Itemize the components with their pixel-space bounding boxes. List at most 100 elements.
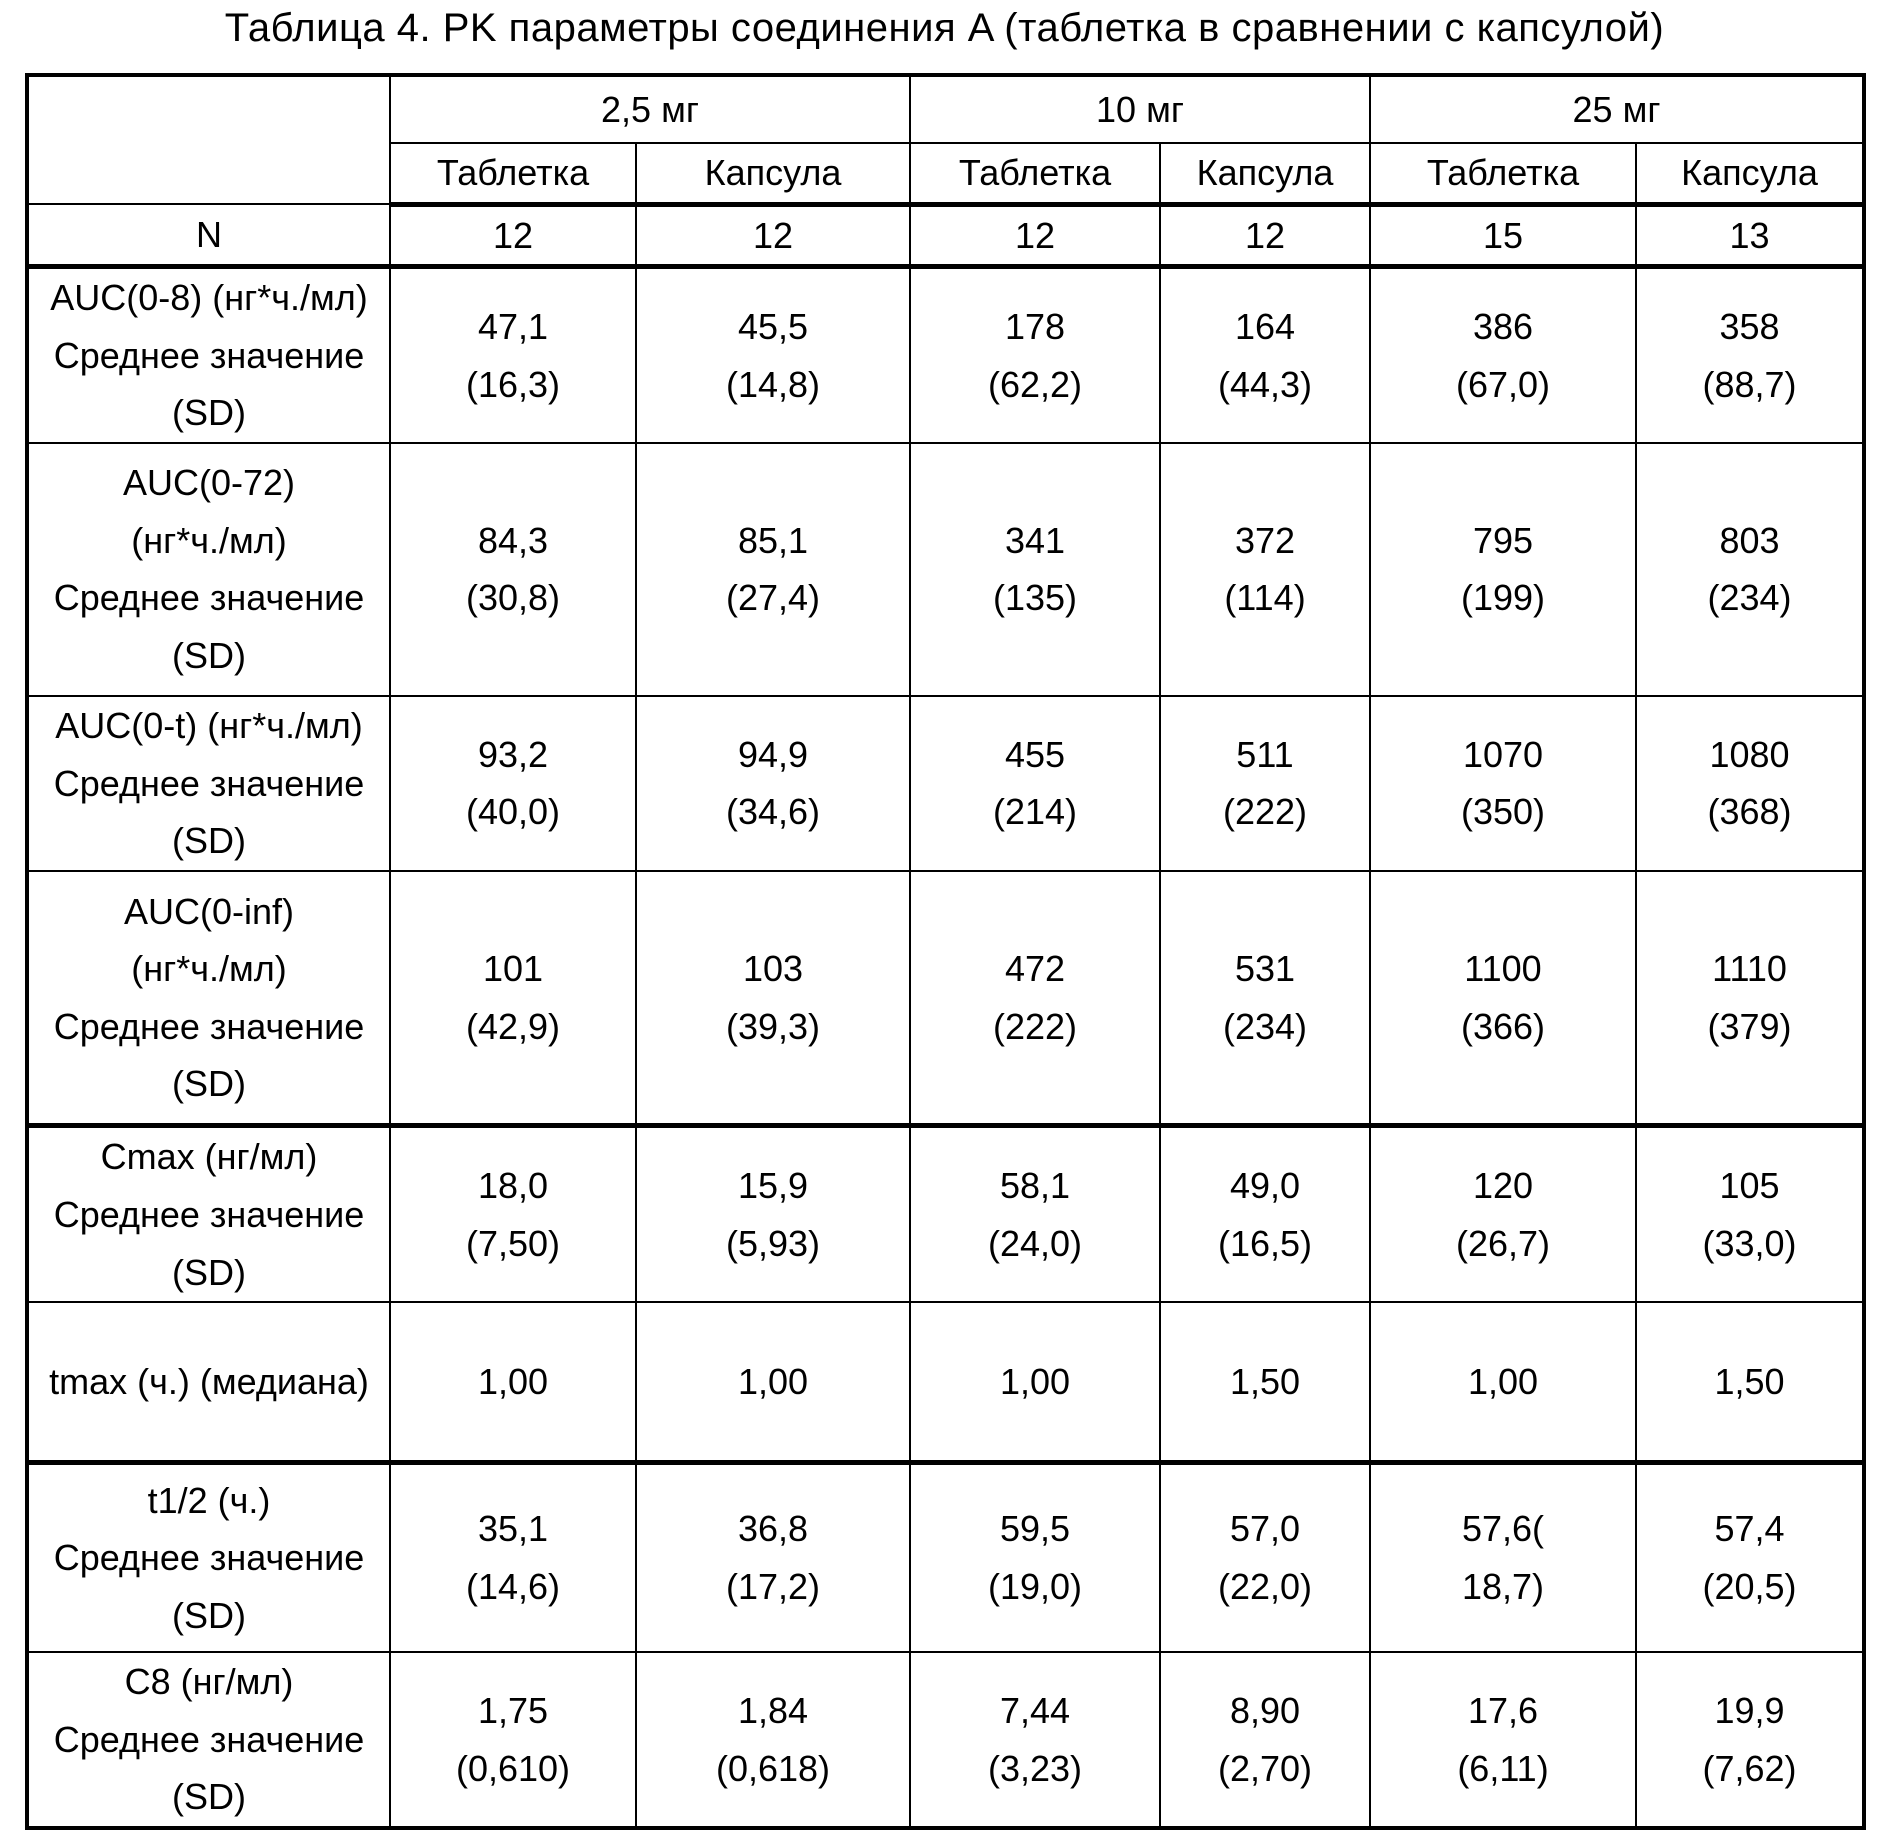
- row-label: AUC(0-8) (нг*ч./мл) Среднее значение (SD): [26, 265, 391, 444]
- row-label-line: tmax (ч.) (медиана): [49, 1360, 369, 1402]
- value-line: (135): [992, 577, 1078, 619]
- value-cell: 17,6 (6,11): [1369, 1651, 1637, 1830]
- page-title: Таблица 4. PK параметры соединения A (та…: [224, 6, 1665, 50]
- value-line: 1,00: [477, 1360, 549, 1402]
- value-line: 358: [1719, 305, 1780, 347]
- row-label-line: Среднее значение: [53, 577, 365, 619]
- value-line: 531: [1234, 948, 1296, 990]
- value-line: 1100: [1464, 948, 1542, 990]
- value-cell: 8,90 (2,70): [1159, 1651, 1371, 1830]
- value-line: 47,1: [477, 305, 549, 347]
- row-label-line: (SD): [172, 820, 246, 862]
- row-label-line: N: [196, 213, 222, 255]
- value-line: 1,00: [1467, 1360, 1539, 1402]
- value-line: 18,0: [477, 1165, 549, 1207]
- value-cell: 795 (199): [1369, 441, 1637, 697]
- value-line: 13: [1729, 214, 1770, 256]
- value-line: 1,84: [737, 1690, 809, 1732]
- value-cell: 803 (234): [1635, 441, 1865, 697]
- value-cell: 49,0 (16,5): [1159, 1124, 1371, 1304]
- value-line: (88,7): [1702, 363, 1797, 405]
- row-label-line: Среднее значение: [53, 1194, 365, 1236]
- form-header: Капсула: [635, 141, 911, 207]
- value-cell: 47,1 (16,3): [389, 265, 637, 444]
- value-cell: 1,00: [909, 1301, 1161, 1465]
- table-row: AUC(0-72) (нг*ч./мл) Среднее значение (SD) 8…: [26, 441, 1865, 697]
- value-line: (0,610): [455, 1747, 571, 1789]
- value-line: 101: [482, 948, 544, 990]
- value-cell: 1080 (368): [1635, 694, 1865, 872]
- row-label-line: (SD): [172, 635, 246, 677]
- row-label-line: Среднее значение: [53, 1537, 365, 1579]
- value-line: (33,0): [1702, 1222, 1797, 1264]
- dose-group-header: 10 мг: [909, 74, 1371, 144]
- value-line: (379): [1707, 1005, 1792, 1047]
- value-cell: 1,00: [1369, 1301, 1637, 1465]
- value-line: (350): [1460, 791, 1546, 833]
- value-line: 93,2: [477, 733, 549, 775]
- value-line: (16,5): [1217, 1222, 1313, 1264]
- form-header: Таблетка: [909, 141, 1161, 207]
- value-line: 1,00: [737, 1360, 809, 1402]
- row-label-line: t1/2 (ч.): [147, 1479, 271, 1521]
- value-line: 164: [1234, 305, 1296, 347]
- value-line: (40,0): [465, 791, 561, 833]
- value-cell: 57,6(18,7): [1369, 1461, 1637, 1654]
- value-line: (17,2): [725, 1566, 821, 1607]
- value-line: 15: [1482, 214, 1524, 256]
- row-label-line: AUC(0-72): [122, 462, 296, 504]
- value-cell: 57,4 (20,5): [1635, 1461, 1865, 1654]
- value-cell: 531 (234): [1159, 869, 1371, 1129]
- value-line: (22,0): [1217, 1566, 1313, 1607]
- row-label-line: C8 (нг/мл): [124, 1661, 294, 1703]
- table-row: AUC(0-t) (нг*ч./мл) Среднее значение (SD) 9…: [26, 694, 1865, 872]
- value-line: 511: [1236, 733, 1294, 775]
- value-line: (114): [1224, 577, 1306, 619]
- value-line: (234): [1707, 577, 1792, 619]
- row-label-line: (SD): [172, 1776, 246, 1818]
- value-cell: 93,2 (40,0): [389, 694, 637, 872]
- value-line: (199): [1460, 577, 1546, 619]
- value-cell: 178 (62,2): [909, 265, 1161, 444]
- value-cell: 1,84 (0,618): [635, 1651, 911, 1830]
- row-label-line: (SD): [172, 1063, 246, 1105]
- row-label: AUC(0-inf) (нг*ч./мл) Среднее значение (SD): [26, 869, 391, 1129]
- row-label-line: (SD): [172, 392, 246, 434]
- value-cell: 105 (33,0): [1635, 1124, 1865, 1304]
- value-cell: 19,9 (7,62): [1635, 1651, 1865, 1830]
- value-line: (62,2): [987, 363, 1083, 405]
- value-cell: 120 (26,7): [1369, 1124, 1637, 1304]
- row-label-line: Среднее значение: [53, 1005, 365, 1047]
- value-line: 35,1: [477, 1508, 549, 1550]
- value-cell: 36,8 (17,2): [635, 1461, 911, 1654]
- value-cell: 59,5 (19,0): [909, 1461, 1161, 1654]
- value-line: 57,0: [1229, 1508, 1301, 1550]
- value-line: (368): [1707, 791, 1792, 833]
- value-line: 45,5: [737, 305, 809, 347]
- value-line: 49,0: [1229, 1165, 1301, 1207]
- corner-cell: [26, 73, 391, 206]
- value-cell: 455 (214): [909, 694, 1161, 872]
- value-line: 1,50: [1714, 1360, 1785, 1402]
- form-header-row: Таблетка Капсула Таблетка Капсула Таблет…: [27, 141, 1865, 207]
- value-line: (14,8): [725, 363, 821, 405]
- value-cell: 164 (44,3): [1159, 265, 1371, 444]
- value-line: (3,23): [987, 1747, 1083, 1789]
- value-cell: 101 (42,9): [389, 869, 637, 1129]
- value-line: 105: [1719, 1165, 1780, 1207]
- value-line: (19,0): [987, 1566, 1083, 1607]
- value-line: (27,4): [725, 577, 821, 619]
- value-line: 341: [1004, 519, 1066, 561]
- value-line: 58,1: [999, 1165, 1071, 1207]
- value-line: 103: [742, 948, 804, 990]
- row-label: tmax (ч.) (медиана): [26, 1301, 391, 1465]
- dose-group-header: 2,5 мг: [389, 74, 911, 144]
- value-cell: 1110 (379): [1635, 869, 1865, 1129]
- value-cell: 1,00: [635, 1301, 911, 1465]
- value-line: (5,93): [725, 1222, 821, 1264]
- value-cell: 35,1 (14,6): [389, 1461, 637, 1654]
- value-cell: 45,5 (14,8): [635, 265, 911, 444]
- row-label: Cmax (нг/мл) Среднее значение (SD): [26, 1124, 391, 1304]
- value-line: (234): [1222, 1005, 1308, 1047]
- value-line: (6,11): [1457, 1747, 1549, 1789]
